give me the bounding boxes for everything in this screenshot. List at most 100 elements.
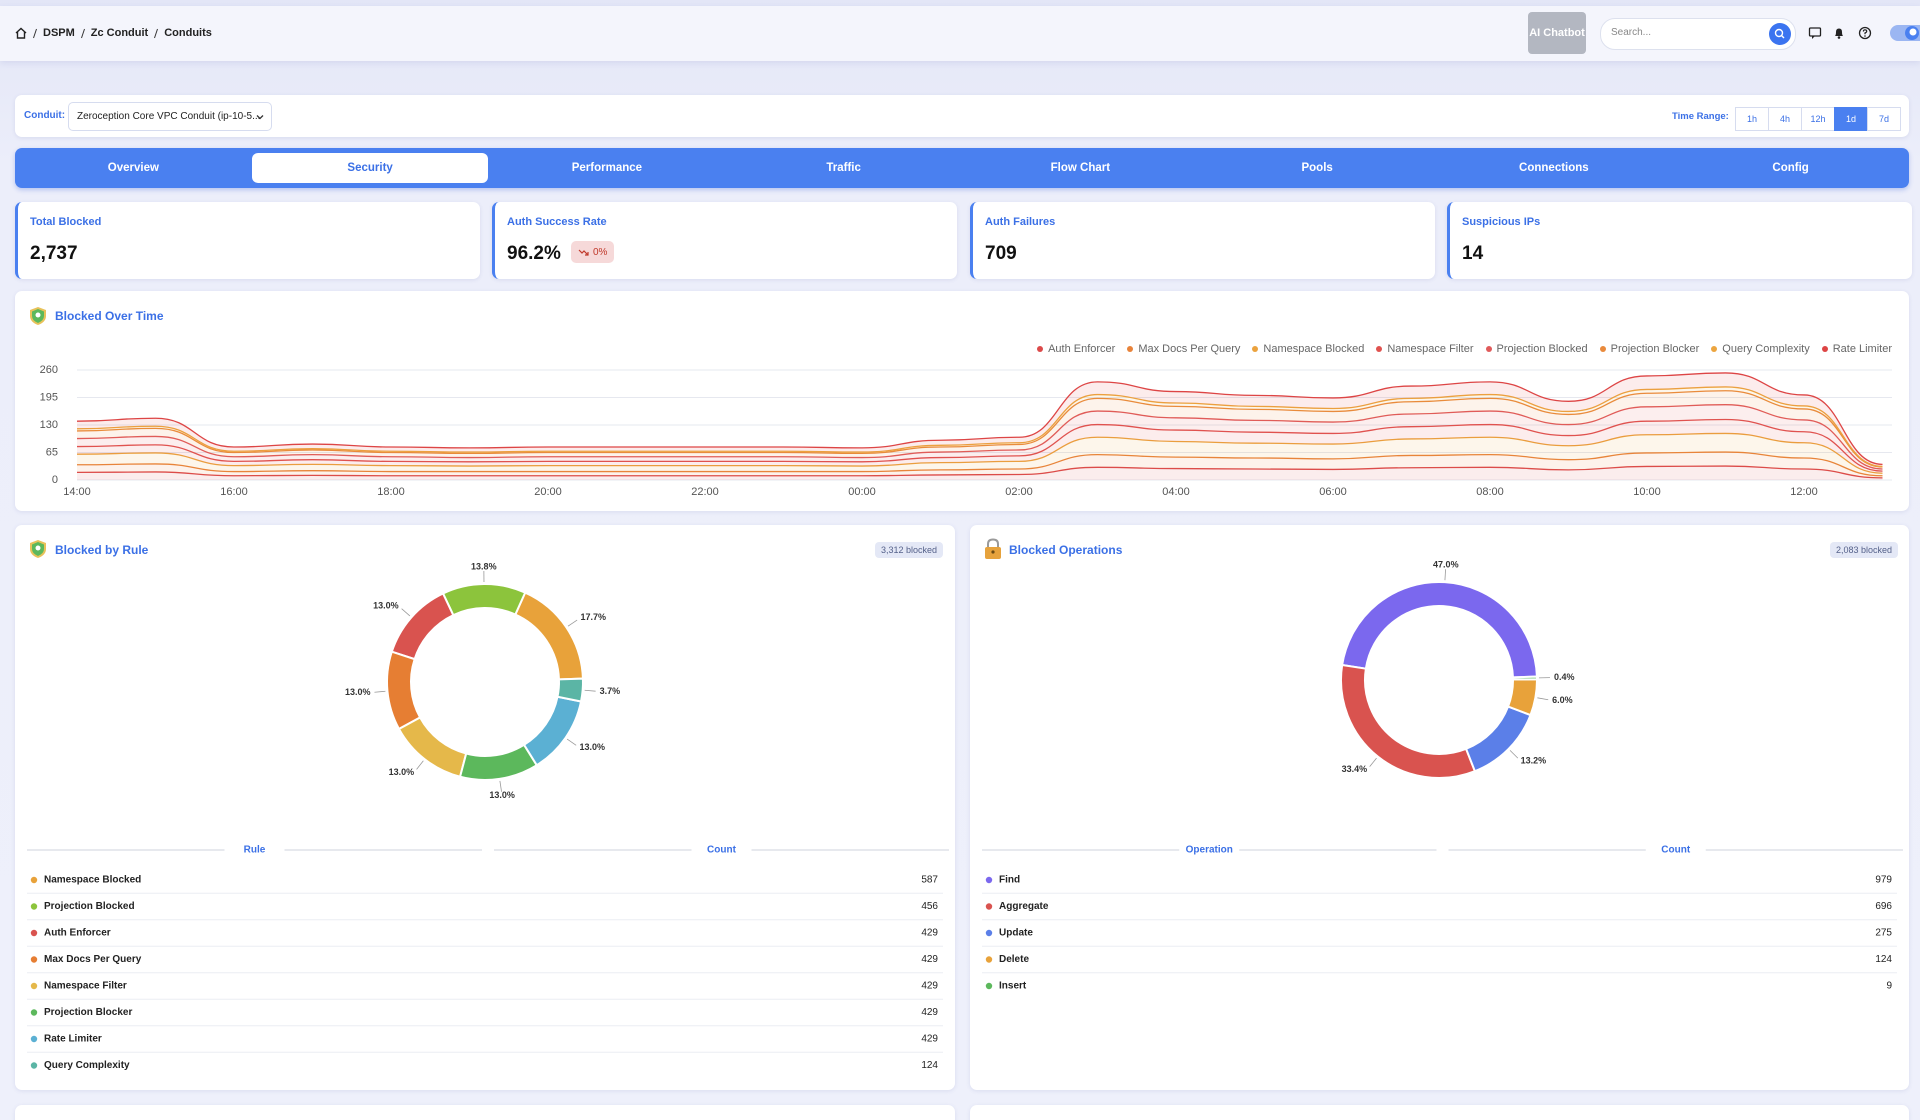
series-line bbox=[76, 404, 1883, 470]
time-range-button[interactable]: 7d bbox=[1867, 107, 1901, 131]
search-box[interactable]: Search... bbox=[1600, 18, 1796, 50]
label-leader bbox=[1369, 757, 1377, 767]
breadcrumb-separator bbox=[154, 28, 159, 39]
row-dot bbox=[985, 903, 993, 910]
search-button[interactable] bbox=[1769, 23, 1791, 45]
tab[interactable]: Performance bbox=[571, 162, 643, 174]
tab[interactable]: Flow Chart bbox=[1050, 162, 1111, 174]
donut-slice bbox=[1511, 675, 1539, 681]
donut-slice bbox=[556, 677, 584, 703]
kpi-card: Auth Success Rate 96.2% 0% bbox=[492, 202, 957, 279]
x-tick-label: 08:00 bbox=[1476, 486, 1504, 498]
legend-label: Projection Blocker bbox=[1610, 343, 1700, 355]
breadcrumb-item[interactable]: Conduits bbox=[164, 27, 212, 39]
row-dot bbox=[985, 956, 993, 963]
kpi-label: Auth Failures bbox=[985, 216, 1056, 228]
x-tick-label: 16:00 bbox=[220, 486, 248, 498]
total-badge: 2,083 blocked bbox=[1829, 542, 1898, 558]
chat-icon[interactable] bbox=[1808, 26, 1822, 40]
label-leader bbox=[566, 738, 577, 746]
tab[interactable]: Overview bbox=[107, 162, 159, 174]
legend-label: Rate Limiter bbox=[1832, 343, 1892, 355]
x-tick-label: 00:00 bbox=[848, 486, 876, 498]
row-dot bbox=[985, 982, 993, 990]
donut-slice bbox=[441, 583, 527, 617]
legend-label: Projection Blocked bbox=[1496, 343, 1588, 355]
label-leader bbox=[499, 780, 502, 792]
label-leader bbox=[1444, 569, 1446, 581]
area-fill bbox=[77, 452, 1883, 478]
y-tick-label: 0 bbox=[52, 474, 58, 486]
row-dot bbox=[30, 982, 38, 990]
time-range-button[interactable]: 1h bbox=[1735, 107, 1769, 131]
tab[interactable]: Traffic bbox=[826, 162, 861, 174]
theme-toggle[interactable] bbox=[1890, 24, 1920, 42]
slice-label: 13.8% bbox=[471, 561, 497, 571]
series-line bbox=[76, 465, 1883, 479]
legend-label: Namespace Filter bbox=[1387, 343, 1474, 355]
bell-icon[interactable] bbox=[1832, 26, 1846, 40]
legend-dot bbox=[1252, 346, 1259, 352]
area-fill bbox=[77, 419, 1883, 474]
row-count: 696 bbox=[1875, 901, 1892, 912]
chart-title: Blocked Over Time bbox=[55, 309, 164, 323]
legend-item[interactable]: Max Docs Per Query bbox=[1127, 342, 1240, 356]
row-dot bbox=[985, 876, 993, 884]
row-dot bbox=[30, 1062, 38, 1069]
row-count: 275 bbox=[1875, 928, 1892, 939]
legend-item[interactable]: Namespace Blocked bbox=[1252, 342, 1364, 356]
row-name: Query Complexity bbox=[44, 1060, 130, 1071]
tab[interactable]: Config bbox=[1772, 162, 1809, 174]
row-dot bbox=[30, 876, 38, 884]
legend-dot bbox=[1821, 346, 1828, 352]
row-count: 429 bbox=[921, 981, 938, 992]
legend-item[interactable]: Query Complexity bbox=[1711, 342, 1810, 356]
ai-chatbot-button[interactable]: AI Chatbot bbox=[1528, 12, 1586, 54]
x-tick-label: 10:00 bbox=[1633, 486, 1661, 498]
home-icon[interactable] bbox=[14, 26, 28, 40]
row-count: 429 bbox=[921, 928, 938, 939]
series-line bbox=[76, 418, 1883, 472]
conduit-select[interactable]: Zeroception Core VPC Conduit (ip-10-5... bbox=[68, 102, 272, 131]
kpi-card: Auth Failures 709 bbox=[970, 202, 1435, 279]
row-name: Insert bbox=[999, 981, 1027, 992]
legend-item[interactable]: Projection Blocker bbox=[1599, 342, 1700, 356]
slice-label: 33.4% bbox=[1342, 764, 1368, 774]
kpi-badge-text: 0% bbox=[593, 246, 608, 258]
row-name: Max Docs Per Query bbox=[44, 954, 142, 965]
area-fill bbox=[77, 404, 1883, 472]
tab[interactable]: Security bbox=[252, 153, 489, 183]
kpi-value: 709 bbox=[985, 243, 1017, 264]
row-name: Rate Limiter bbox=[44, 1034, 102, 1045]
legend-item[interactable]: Rate Limiter bbox=[1821, 342, 1892, 356]
time-range-button[interactable]: 4h bbox=[1768, 107, 1802, 131]
kpi-badge: 0% bbox=[571, 241, 615, 263]
shield-icon bbox=[30, 540, 46, 558]
row-dot bbox=[30, 956, 38, 963]
blocked-by-rule-card bbox=[15, 525, 955, 1090]
x-tick-label: 12:00 bbox=[1790, 486, 1818, 498]
help-icon[interactable] bbox=[1858, 26, 1872, 40]
kpi-label: Suspicious IPs bbox=[1462, 216, 1541, 228]
breadcrumb: DSPM Zc Conduit Conduits bbox=[30, 26, 215, 40]
blocked-operations-card bbox=[970, 525, 1909, 1090]
slice-label: 0.4% bbox=[1554, 672, 1575, 682]
legend-item[interactable]: Projection Blocked bbox=[1485, 342, 1588, 356]
time-range-button[interactable]: 12h bbox=[1801, 107, 1835, 131]
breadcrumb-item[interactable]: DSPM bbox=[43, 27, 75, 39]
series-line bbox=[76, 451, 1883, 477]
label-leader bbox=[567, 619, 578, 627]
breadcrumb-item[interactable]: Zc Conduit bbox=[90, 27, 149, 39]
tab[interactable]: Pools bbox=[1301, 162, 1333, 174]
donut-slice bbox=[1340, 663, 1477, 779]
legend-item[interactable]: Auth Enforcer bbox=[1037, 342, 1115, 356]
legend-item[interactable]: Namespace Filter bbox=[1376, 342, 1474, 356]
slice-label: 3.7% bbox=[600, 686, 621, 696]
row-count: 429 bbox=[921, 1034, 938, 1045]
tab[interactable]: Connections bbox=[1519, 162, 1589, 174]
y-tick-label: 195 bbox=[40, 391, 58, 403]
